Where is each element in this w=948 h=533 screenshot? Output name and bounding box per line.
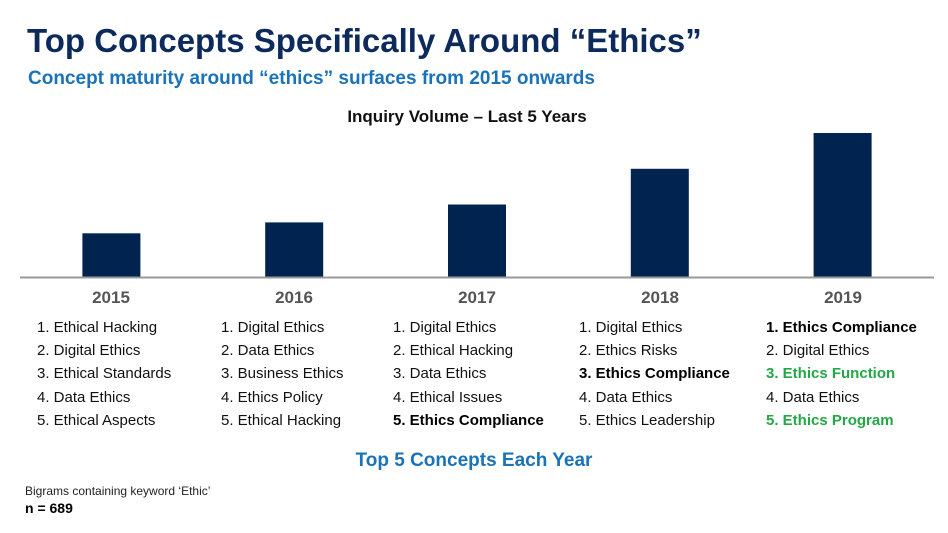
concept-list-2015: 1. Ethical Hacking 2. Digital Ethics 3. … xyxy=(37,316,171,432)
concept-item: 2. Ethics Risks xyxy=(579,342,678,360)
year-label-2018: 2018 xyxy=(641,288,679,307)
concept-item: 4. Data Ethics xyxy=(766,388,860,406)
year-label-2016: 2016 xyxy=(275,288,313,307)
concept-item: 2. Digital Ethics xyxy=(766,342,870,360)
year-label-2017: 2017 xyxy=(458,288,496,307)
concept-item: 2. Digital Ethics xyxy=(37,342,141,360)
year-label-2015: 2015 xyxy=(92,288,130,307)
concept-item: 3. Business Ethics xyxy=(221,365,344,383)
top-concepts-heading: Top 5 Concepts Each Year xyxy=(355,450,593,471)
concept-item: 5. Ethics Compliance xyxy=(393,411,544,429)
chart-title: Inquiry Volume – Last 5 Years xyxy=(347,107,587,126)
concept-list-2018: 1. Digital Ethics 2. Ethics Risks 3. Eth… xyxy=(579,316,730,432)
concept-item: 5. Ethics Program xyxy=(766,411,894,429)
concept-item: 1. Ethics Compliance xyxy=(766,319,917,336)
concept-item: 4. Data Ethics xyxy=(579,388,673,406)
concept-item: 1. Digital Ethics xyxy=(579,319,683,336)
methodology-note: Bigrams containing keyword ‘Ethic’ xyxy=(25,484,211,498)
concept-item: 1. Ethical Hacking xyxy=(37,319,158,336)
bar-2017 xyxy=(448,204,506,277)
concept-item: 5. Ethics Leadership xyxy=(579,411,715,429)
concept-list-2019: 1. Ethics Compliance 2. Digital Ethics 3… xyxy=(766,316,917,432)
concept-item: 1. Digital Ethics xyxy=(393,319,497,336)
page-title: Top Concepts Specifically Around “Ethics… xyxy=(27,22,702,59)
concept-list-2017: 1. Digital Ethics 2. Ethical Hacking 3. … xyxy=(393,316,544,432)
concept-item: 1. Digital Ethics xyxy=(221,319,325,336)
concept-item: 3. Ethical Standards xyxy=(37,365,172,383)
bar-2018 xyxy=(630,168,689,277)
concept-list-2016: 1. Digital Ethics 2. Data Ethics 3. Busi… xyxy=(221,316,344,432)
inquiry-volume-chart xyxy=(20,133,934,279)
concept-item: 2. Data Ethics xyxy=(221,342,315,360)
concept-item: 5. Ethical Aspects xyxy=(37,411,156,429)
concept-item: 3. Ethics Compliance xyxy=(579,365,730,383)
concept-item: 4. Ethics Policy xyxy=(221,388,323,406)
concept-item: 4. Ethical Issues xyxy=(393,388,503,406)
concept-item: 3. Data Ethics xyxy=(393,365,487,383)
concept-item: 5. Ethical Hacking xyxy=(221,411,342,429)
concept-item: 3. Ethics Function xyxy=(766,365,896,383)
bar-2019 xyxy=(813,133,872,277)
bar-2015 xyxy=(82,233,141,277)
concept-item: 2. Ethical Hacking xyxy=(393,342,514,360)
page-subtitle: Concept maturity around “ethics” surface… xyxy=(28,68,595,89)
sample-size-label: n = 689 xyxy=(25,500,73,516)
concept-item: 4. Data Ethics xyxy=(37,388,131,406)
year-label-2019: 2019 xyxy=(824,288,862,307)
bar-2016 xyxy=(265,222,324,277)
